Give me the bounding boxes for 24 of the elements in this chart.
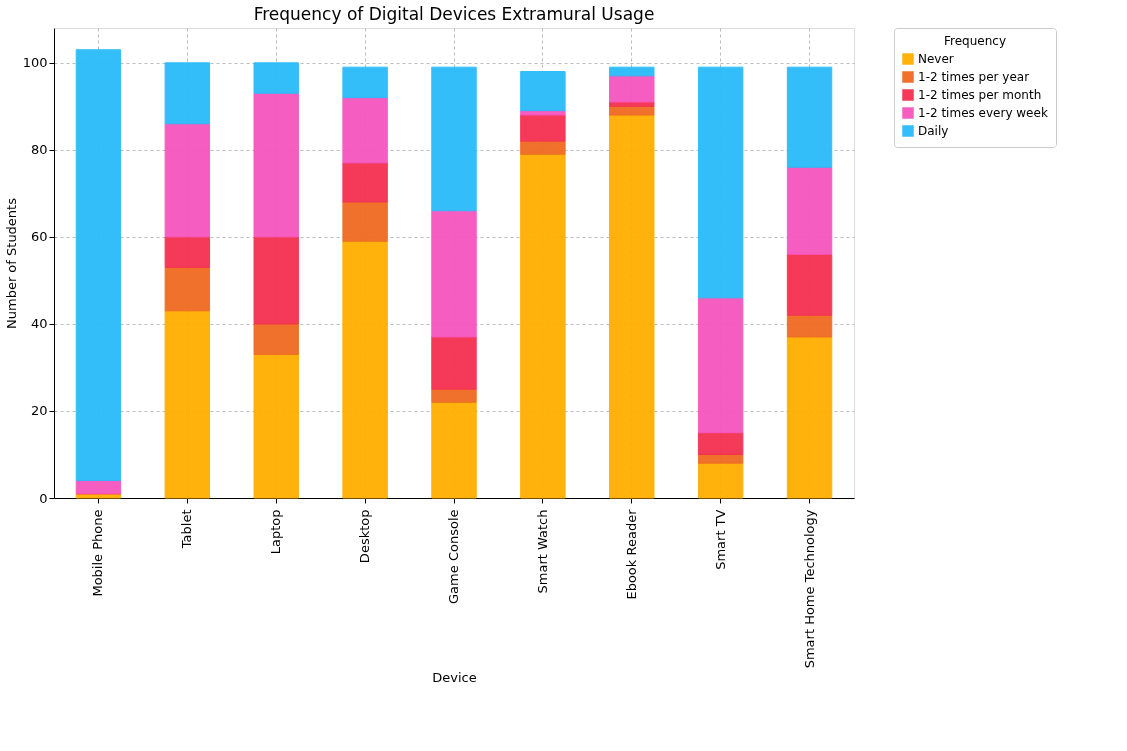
legend-label: 1-2 times per month (918, 88, 1042, 102)
y-tick-label: 20 (30, 403, 48, 419)
y-tick-label: 0 (39, 490, 48, 506)
x-tick-label: Game Console (446, 509, 461, 604)
x-tick-label: Smart TV (712, 509, 728, 570)
x-axis-title: Device (432, 670, 477, 686)
y-axis-title: Number of Students (3, 197, 19, 329)
legend-label: 1-2 times every week (918, 106, 1048, 120)
legend-title: Frequency (944, 34, 1006, 48)
x-tick-label: Smart Watch (534, 509, 550, 594)
y-tick-label: 80 (30, 142, 48, 158)
y-tick-label: 40 (30, 316, 48, 332)
x-tick-label: Ebook Reader (623, 508, 639, 600)
x-tick-label: Laptop (268, 509, 284, 555)
x-tick-label: Smart Home Technology (801, 509, 817, 669)
x-tick-label: Mobile Phone (90, 509, 106, 597)
y-tick-label: 60 (30, 229, 48, 245)
legend-label: Never (918, 52, 954, 66)
legend-label: 1-2 times per year (918, 70, 1030, 84)
x-tick-label: Desktop (357, 509, 373, 564)
legend-label: Daily (918, 124, 949, 138)
y-tick-label: 100 (22, 55, 48, 71)
chart-title: Frequency of Digital Devices Extramural Usage (253, 3, 655, 24)
x-tick-label: Tablet (179, 509, 195, 550)
